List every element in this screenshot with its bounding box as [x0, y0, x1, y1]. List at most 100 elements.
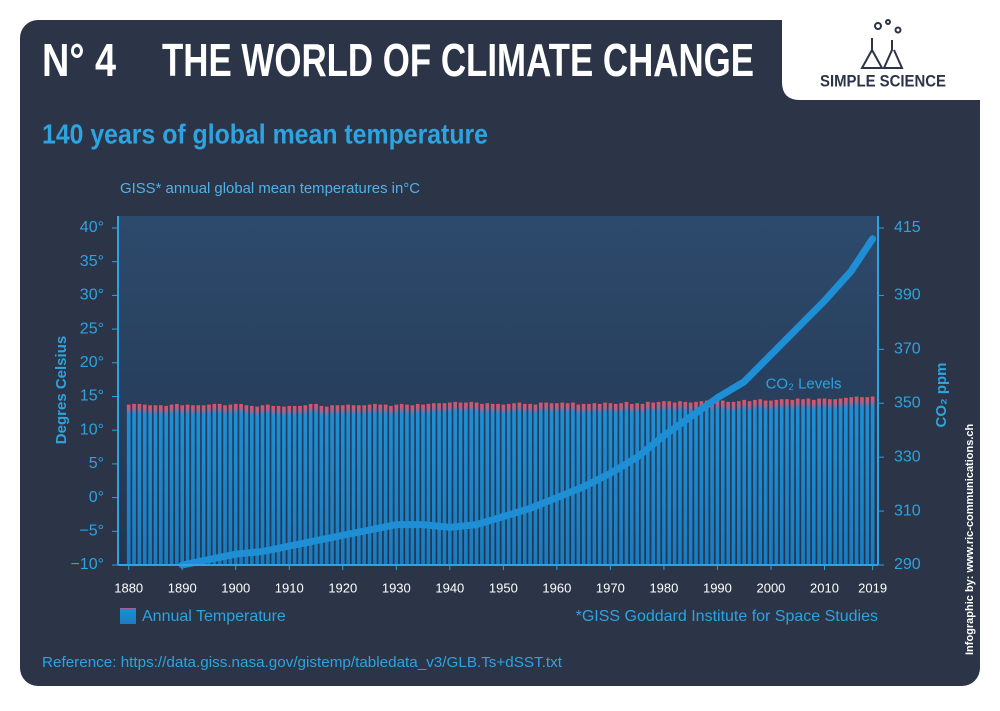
temperature-bar	[137, 403, 142, 565]
temperature-bar	[555, 403, 559, 565]
temperature-bar	[421, 404, 425, 565]
logo-icon	[860, 19, 904, 69]
temperature-bar	[292, 405, 297, 565]
x-tick-label: 2019	[858, 580, 887, 595]
y-tick-label: 25°	[80, 320, 104, 337]
y2-tick-label: 415	[894, 219, 921, 236]
y2-axis-label: CO₂ ppm	[933, 363, 950, 428]
temperature-bar	[870, 396, 875, 565]
temperature-bar	[448, 402, 452, 565]
temperature-bar	[164, 405, 168, 565]
temperature-bar	[651, 402, 656, 565]
temperature-bar	[357, 405, 361, 565]
temperature-bar	[662, 401, 666, 565]
temperature-bar	[340, 405, 345, 565]
temperature-bar	[635, 403, 639, 565]
temperature-bar	[196, 405, 201, 565]
temperature-bar	[330, 405, 334, 565]
temperature-bar	[255, 406, 259, 565]
y-tick-label: 35°	[80, 253, 104, 270]
y-tick-label: 30°	[80, 287, 104, 304]
temperature-bar	[688, 402, 693, 565]
co2-line	[178, 235, 877, 569]
reference: Reference: https://data.giss.nasa.gov/gi…	[42, 654, 563, 671]
temperature-bar	[737, 401, 741, 565]
x-tick-label: 1970	[596, 580, 625, 595]
temperature-bar	[538, 402, 543, 565]
temperature-bar	[715, 399, 720, 565]
temperature-bar	[324, 406, 329, 565]
temperature-bar	[373, 403, 377, 565]
temperature-bar	[335, 405, 340, 565]
temperature-bar	[747, 401, 752, 565]
temperature-bar	[212, 403, 217, 565]
temperature-bar	[185, 404, 190, 565]
main-title: THE WORLD OF CLIMATE CHANGE	[162, 34, 754, 86]
temperature-bar	[217, 403, 222, 565]
temperature-bar	[860, 397, 864, 565]
temperature-bar	[158, 405, 163, 565]
temperature-bar	[319, 405, 324, 565]
temperature-bar	[763, 400, 768, 565]
temperature-bar	[346, 404, 350, 565]
temperature-bar	[683, 401, 688, 565]
temperature-bar	[817, 398, 821, 565]
temperature-bar	[785, 399, 789, 565]
temperature-bar	[597, 403, 602, 565]
temperature-bar	[742, 399, 747, 565]
x-tick-label: 1960	[542, 580, 571, 595]
temperature-bar	[720, 400, 725, 565]
y-tick-label: 0°	[89, 489, 104, 506]
y-tick-label: 20°	[80, 354, 104, 371]
temperature-bar	[276, 405, 281, 565]
x-tick-label: 1980	[649, 580, 678, 595]
temperature-bar	[383, 404, 388, 565]
temperature-bar	[239, 403, 243, 565]
temperature-bar	[233, 403, 238, 565]
temperature-bar	[506, 403, 511, 565]
temperature-bar	[528, 403, 532, 565]
x-tick-label: 1950	[489, 580, 518, 595]
temperature-bar	[790, 399, 795, 565]
y2-tick-label: 370	[894, 341, 921, 358]
temperature-bar	[544, 402, 548, 565]
temperature-bar	[153, 405, 158, 565]
temperature-bar	[854, 396, 859, 565]
temperature-bar	[410, 405, 415, 565]
y2-tick-label: 390	[894, 287, 921, 304]
temperature-bar	[132, 403, 136, 565]
temperature-bar	[367, 404, 372, 565]
y-tick-label: −5°	[79, 523, 104, 540]
temperature-bar	[849, 397, 854, 565]
x-tick-label: 1880	[114, 580, 143, 595]
temperature-bar	[603, 402, 607, 565]
temperature-bar	[758, 399, 763, 565]
temperature-bar	[672, 402, 677, 565]
temperature-bar	[474, 402, 479, 565]
temperature-bar	[694, 401, 698, 565]
temperature-bar	[394, 404, 399, 565]
x-tick-label: 1930	[382, 580, 411, 595]
temperature-bar	[148, 405, 152, 565]
temperature-bar	[801, 399, 805, 565]
y-tick-label: 10°	[80, 421, 104, 438]
temperature-bar	[646, 401, 650, 565]
temperature-bar	[779, 399, 784, 565]
temperature-bar	[678, 401, 682, 565]
temperature-bar	[811, 399, 816, 565]
footnote: *GISS Goddard Institute for Space Studie…	[576, 608, 878, 625]
temperature-bar	[405, 404, 409, 565]
x-tick-label: 1900	[221, 580, 250, 595]
temperature-bar	[399, 403, 404, 565]
temperature-bar	[844, 397, 848, 565]
temperature-bar	[389, 405, 393, 565]
temperature-bar	[266, 404, 270, 565]
temperature-bar	[522, 403, 527, 565]
temperature-bar	[726, 401, 730, 565]
temperature-bar	[485, 403, 490, 565]
x-tick-label: 2000	[756, 580, 785, 595]
temperature-bar	[490, 403, 495, 565]
temperature-bar	[640, 403, 645, 565]
temperature-bar	[282, 406, 286, 565]
temperature-bar	[442, 403, 447, 565]
